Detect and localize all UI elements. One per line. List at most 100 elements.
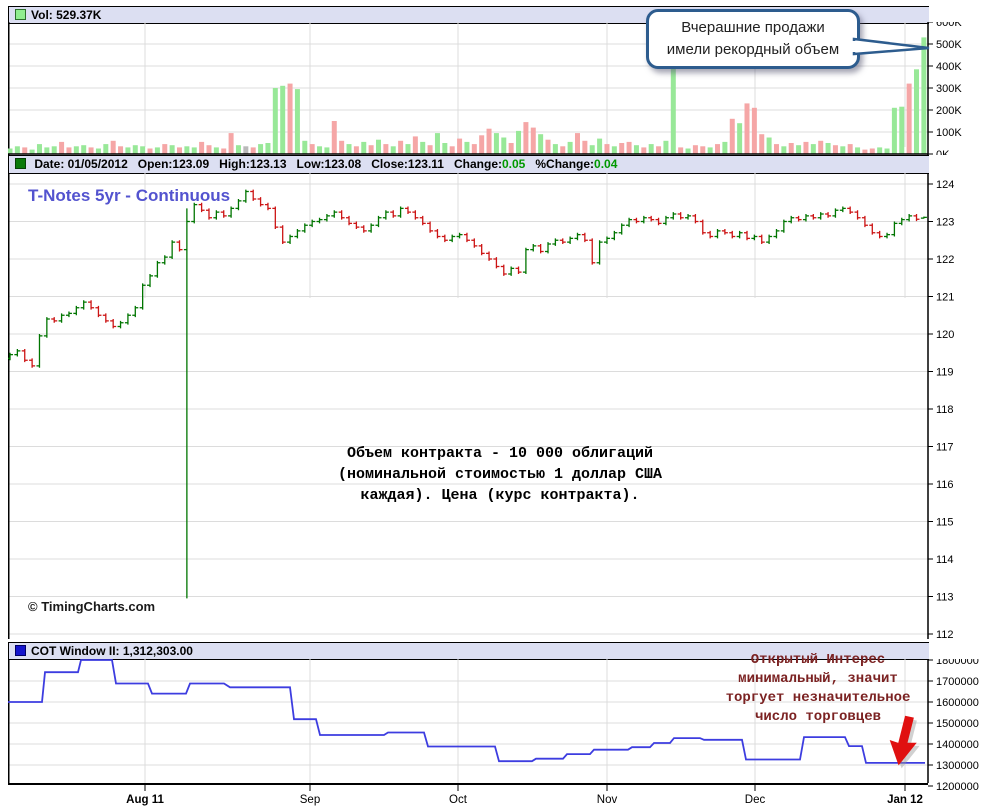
ohlc-bar	[891, 221, 898, 237]
y-tick-label: 113	[936, 592, 954, 604]
ohlc-bar	[161, 255, 168, 265]
volume-bar	[44, 147, 50, 154]
ohlc-bar	[884, 232, 891, 239]
ohlc-bar	[463, 232, 470, 243]
price-info-bar: Date: 01/05/2012 Open:123.09 High:123.13…	[8, 155, 929, 174]
volume-bar	[51, 146, 57, 154]
ohlc-bar	[8, 352, 13, 361]
price-chart[interactable]: 124 123 122 121 120 119 118 117 116 115 114 113 112	[8, 173, 985, 639]
volume-bar	[88, 147, 94, 154]
ohlc-bar	[596, 240, 603, 265]
ohlc-bar	[906, 214, 913, 222]
ohlc-bar	[331, 210, 338, 218]
cot-line	[8, 659, 925, 764]
ohlc-bar	[36, 334, 43, 368]
ohlc-bar	[21, 349, 28, 363]
ohlc-bar	[920, 216, 927, 219]
ohlc-bar	[95, 305, 102, 318]
y-tick-label: 400K	[936, 61, 962, 73]
volume-bar	[398, 140, 404, 154]
callout-line: Вчерашние продажи	[681, 19, 825, 36]
volume-bar	[906, 83, 912, 154]
volume-bar	[390, 146, 396, 154]
ohlc-bar	[662, 215, 669, 226]
ohlc-bar	[839, 206, 846, 213]
volume-bar	[869, 148, 875, 154]
volume-bar	[810, 144, 816, 154]
info-open: Open:123.09	[137, 157, 210, 171]
cot-chart[interactable]: 1800000 1700000 1600000 1500000 1400000 13000…	[8, 659, 985, 792]
volume-bar	[722, 141, 728, 154]
price-annotation-line: Объем контракта - 10 000 облигаций	[346, 445, 654, 462]
volume-bar	[280, 85, 286, 154]
ohlc-bar	[861, 215, 868, 228]
volume-bar	[368, 145, 374, 154]
ohlc-bar	[132, 305, 139, 318]
volume-bar	[707, 147, 713, 154]
volume-bar	[294, 89, 300, 154]
volume-bar	[29, 149, 35, 154]
y-tick-label: 118	[936, 404, 954, 416]
ohlc-bar	[412, 210, 419, 220]
ohlc-bar	[88, 300, 95, 310]
volume-bar	[744, 103, 750, 154]
volume-bar	[825, 143, 831, 154]
volume-bar	[376, 139, 381, 154]
ohlc-bar	[235, 199, 242, 211]
ohlc-bar	[264, 202, 271, 211]
ohlc-bar	[382, 210, 389, 220]
volume-bar	[22, 147, 28, 154]
volume-bar	[302, 140, 308, 154]
volume-bar	[36, 144, 42, 154]
volume-bar	[486, 128, 492, 154]
volume-bar	[619, 143, 625, 154]
ohlc-bar	[486, 251, 493, 261]
volume-bar	[59, 141, 65, 154]
volume-bar	[656, 146, 662, 154]
cot-annotation: Открытый Интерес минимальный, значит тор…	[697, 651, 939, 727]
chart-title: T-Notes 5yr - Continuous	[28, 186, 231, 205]
x-axis-label: Sep	[300, 794, 320, 806]
ohlc-bar	[707, 230, 714, 239]
volume-bar	[545, 139, 551, 154]
y-tick-label: 117	[936, 442, 954, 454]
ohlc-bar	[766, 234, 773, 244]
volume-bar	[862, 149, 868, 154]
volume-bar	[633, 145, 639, 154]
volume-bar	[921, 37, 927, 154]
ohlc-bar	[825, 212, 832, 218]
volume-bar	[412, 136, 418, 154]
volume-bar	[663, 140, 669, 154]
ohlc-bar	[272, 206, 279, 229]
copyright-text: © TimingCharts.com	[28, 599, 156, 614]
cot-annotation-line: торгует незначительное	[725, 690, 911, 706]
ohlc-bar	[758, 234, 765, 244]
volume-bar	[501, 137, 507, 154]
y-tick-label: 1200000	[936, 781, 979, 792]
info-close: Close:123.11	[371, 157, 444, 171]
ohlc-bar	[368, 223, 375, 233]
ohlc-bar	[670, 212, 677, 220]
y-tick-label: 115	[936, 517, 954, 529]
ohlc-bar	[559, 238, 566, 244]
ohlc-bar	[773, 229, 780, 239]
volume-bar	[523, 122, 529, 154]
volume-bar	[81, 145, 87, 154]
volume-bar	[641, 147, 647, 154]
volume-bar	[169, 145, 175, 154]
volume-bar	[147, 148, 153, 154]
ohlc-bar	[699, 219, 706, 235]
volume-bar	[582, 140, 588, 154]
volume-bar	[914, 69, 920, 154]
y-tick-label: 122	[936, 254, 954, 266]
ohlc-bar	[854, 210, 861, 220]
x-axis-label: Jan 12	[887, 794, 923, 806]
ohlc-bar	[633, 217, 640, 224]
volume-bar	[235, 145, 241, 154]
ohlc-bar	[220, 210, 227, 218]
volume-bar	[317, 146, 323, 154]
ohlc-bar	[456, 232, 463, 239]
ohlc-bar	[346, 215, 353, 226]
x-axis: Aug 11 Sep Oct Nov Dec Jan 12	[8, 783, 928, 806]
